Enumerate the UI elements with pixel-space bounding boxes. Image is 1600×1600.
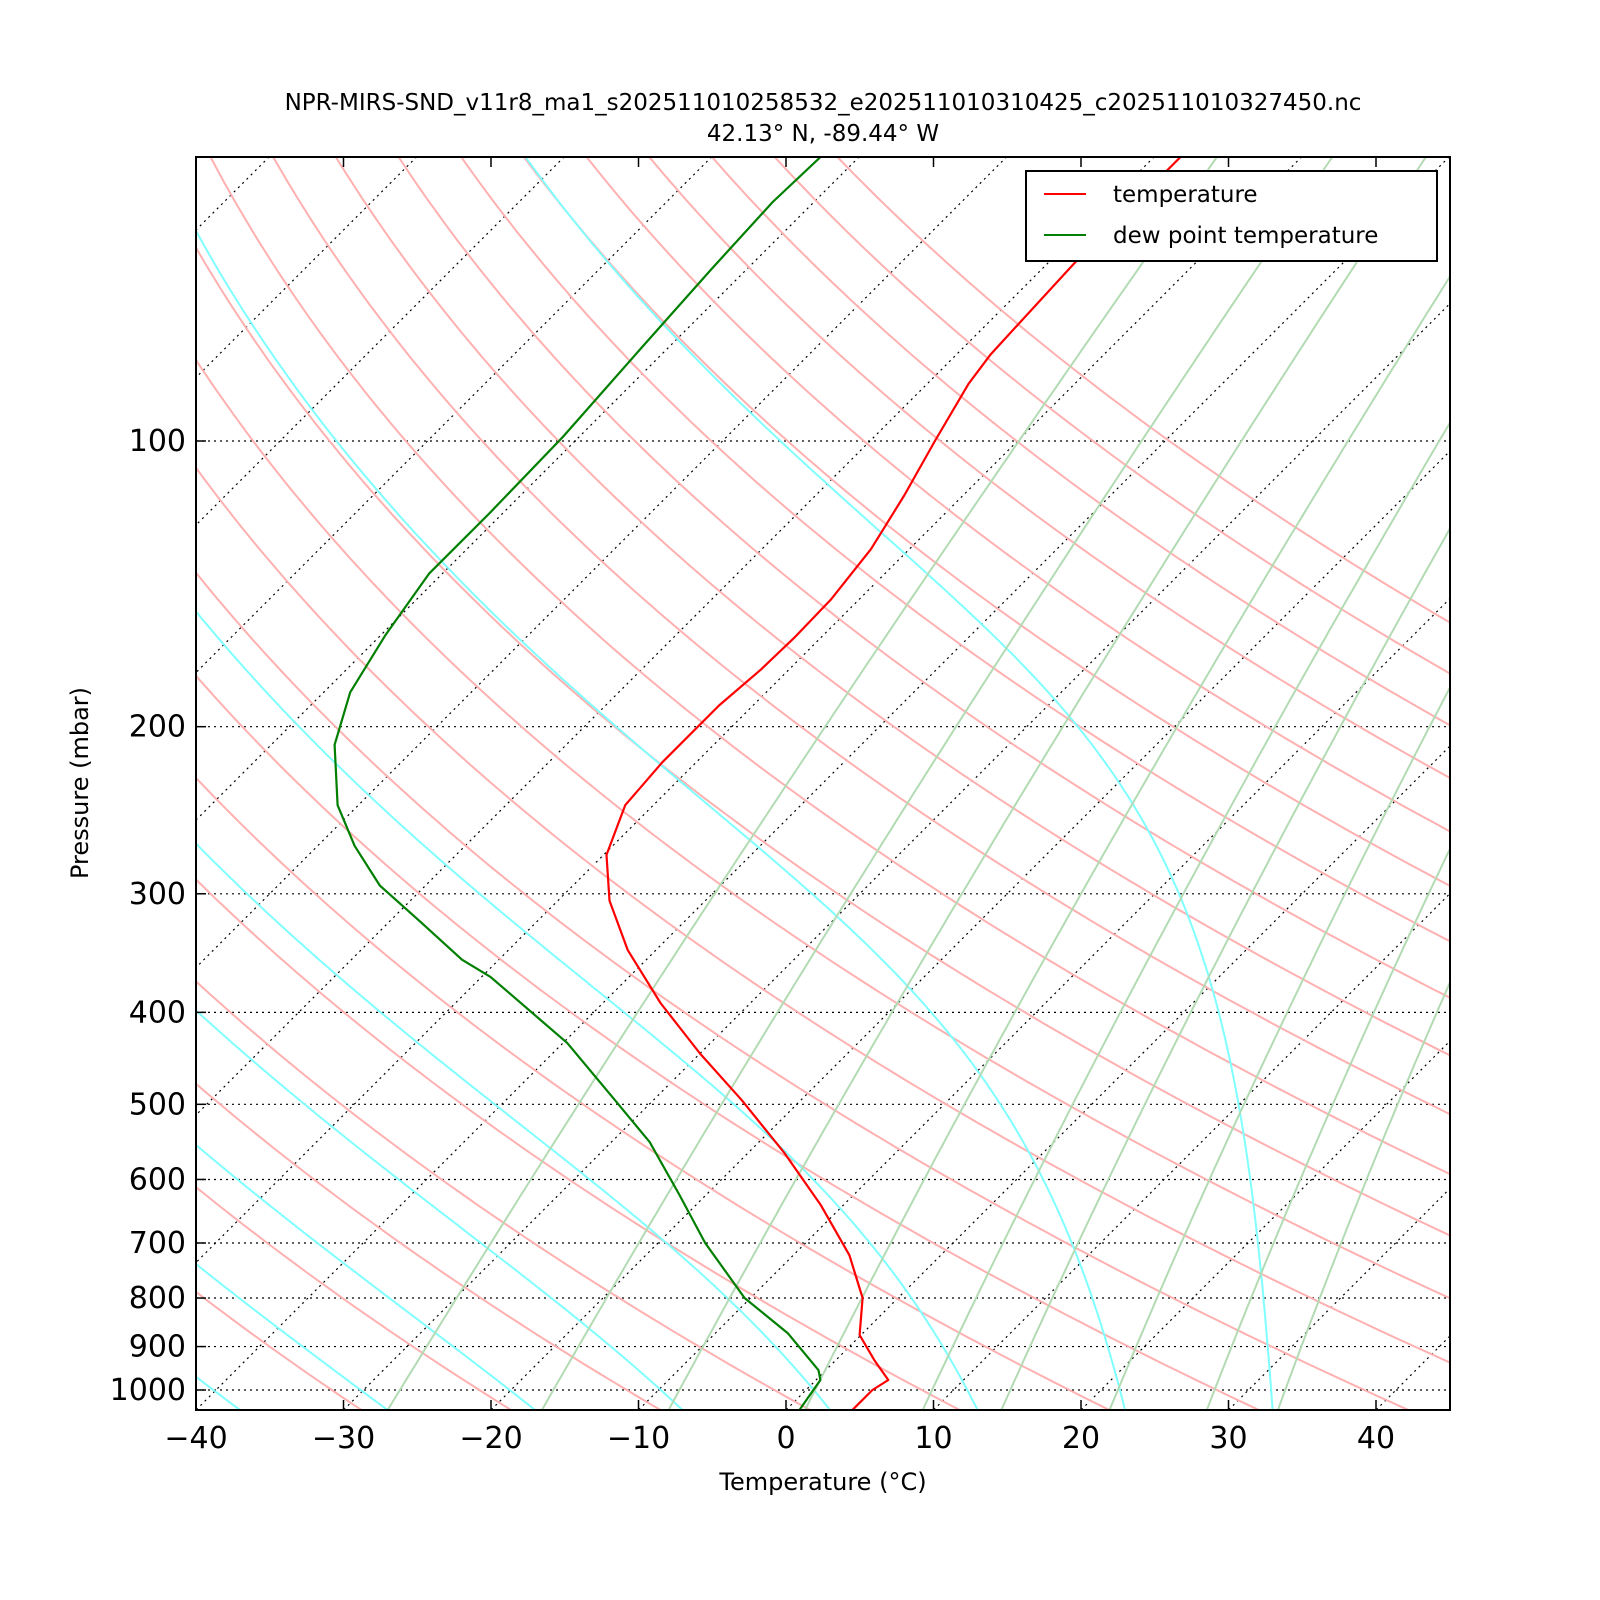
dry-adiabat-line xyxy=(585,157,1450,833)
moist-adiabat-line xyxy=(196,609,979,1410)
dewpoint-line xyxy=(333,157,823,1410)
mixing-ratio-line xyxy=(1276,979,1450,1410)
y-tick-label: 700 xyxy=(129,1226,186,1261)
isotherm-line xyxy=(1375,1335,1450,1410)
isotherm-line xyxy=(1227,1187,1450,1410)
data-lines xyxy=(333,157,1183,1410)
isotherm-line xyxy=(785,745,1450,1410)
dry-adiabat-line xyxy=(196,674,1262,1410)
isotherm-line xyxy=(490,450,1450,1410)
legend-box xyxy=(1025,170,1438,262)
y-tick-label: 400 xyxy=(129,995,186,1030)
dry-adiabat-line xyxy=(710,157,1450,727)
legend-temperature-label: temperature xyxy=(1113,182,1258,208)
dry-adiabat-line xyxy=(272,157,1450,1116)
x-axis-label: Temperature (°C) xyxy=(718,1468,926,1496)
mixing-ratio-line xyxy=(803,274,1450,1410)
dry-adiabat-line xyxy=(196,1290,364,1410)
dry-adiabat-line xyxy=(196,1082,663,1410)
axis-ticks: −40 −30 −20 −10 0 10 20 30 40 100 200 300 400 500 600 7… xyxy=(110,157,1395,1456)
y-tick-label: 300 xyxy=(129,877,186,912)
y-tick-label: 800 xyxy=(129,1281,186,1316)
chart-title: NPR-MIRS-SND_v11r8_ma1_s202511010258532_… xyxy=(285,90,1362,116)
x-tick-label: 40 xyxy=(1357,1421,1395,1456)
dry-adiabat-line xyxy=(196,980,813,1410)
mixing-ratio-line xyxy=(921,420,1450,1410)
mixing-ratio-line xyxy=(1205,846,1450,1410)
dry-adiabat-line xyxy=(196,466,1450,1364)
moist-adiabat-line xyxy=(196,1262,389,1410)
dry-adiabat-line xyxy=(522,157,1450,887)
dry-adiabat-line xyxy=(196,776,1112,1410)
x-tick-label: −20 xyxy=(459,1421,522,1456)
temperature-line xyxy=(605,157,1183,1410)
x-tick-label: −40 xyxy=(164,1421,227,1456)
dry-adiabat-line xyxy=(334,157,1450,1057)
background-lines xyxy=(196,157,1450,1410)
mixing-ratio-line xyxy=(386,157,1219,1410)
x-tick-label: 30 xyxy=(1209,1421,1247,1456)
isotherm-line xyxy=(196,157,1303,1264)
isotherm-line xyxy=(196,157,860,821)
moist-adiabat-line xyxy=(196,1375,241,1410)
isotherm-line xyxy=(932,892,1450,1410)
isotherm-line xyxy=(196,157,1008,969)
legend-dewpoint-label: dew point temperature xyxy=(1113,223,1378,249)
dry-adiabat-line xyxy=(196,1185,513,1410)
x-tick-label: 0 xyxy=(776,1421,795,1456)
dry-adiabat-line xyxy=(196,878,962,1410)
y-tick-label: 1000 xyxy=(110,1373,186,1408)
dry-adiabat-line xyxy=(196,358,1450,1300)
isotherm-line xyxy=(637,597,1450,1410)
x-tick-label: −30 xyxy=(312,1421,375,1456)
y-tick-label: 600 xyxy=(129,1162,186,1197)
mixing-ratio-line xyxy=(667,157,1428,1410)
isotherm-line xyxy=(196,157,270,231)
x-tick-label: 20 xyxy=(1062,1421,1100,1456)
dry-adiabat-line xyxy=(209,157,1450,1176)
mixing-ratio-line xyxy=(540,157,1334,1410)
moist-adiabat-line xyxy=(196,228,1127,1410)
mixing-ratio-line xyxy=(1000,526,1450,1410)
y-tick-label: 500 xyxy=(129,1087,186,1122)
y-tick-label: 100 xyxy=(129,424,186,459)
y-axis-label: Pressure (mbar) xyxy=(66,687,94,879)
moist-adiabat-line xyxy=(196,842,831,1410)
dry-adiabat-line xyxy=(196,571,1411,1410)
isotherm-line xyxy=(196,157,1155,1116)
isotherm-line xyxy=(196,157,1450,1410)
x-tick-label: −10 xyxy=(607,1421,670,1456)
isotherm-line xyxy=(1080,1040,1450,1410)
y-tick-label: 200 xyxy=(129,710,186,745)
dry-adiabat-line xyxy=(648,157,1450,780)
moist-adiabat-line xyxy=(196,1143,536,1410)
legend: temperature dew point temperature xyxy=(1025,170,1438,262)
moist-adiabat-line xyxy=(524,157,1274,1410)
dry-adiabat-line xyxy=(459,157,1450,943)
mixing-ratio-line xyxy=(1108,685,1450,1410)
isotherm-line xyxy=(342,302,1450,1410)
dry-adiabat-line xyxy=(397,157,1450,999)
dry-adiabat-line xyxy=(196,245,1450,1237)
dry-adiabat-line xyxy=(836,157,1450,624)
isotherm-line xyxy=(196,157,713,674)
plot-frame xyxy=(195,156,1451,1411)
chart-subtitle: 42.13° N, -89.44° W xyxy=(707,121,939,147)
moist-adiabat-line xyxy=(196,1009,684,1410)
y-tick-label: 900 xyxy=(129,1330,186,1365)
dry-adiabat-line xyxy=(773,157,1450,675)
x-tick-label: 10 xyxy=(914,1421,952,1456)
